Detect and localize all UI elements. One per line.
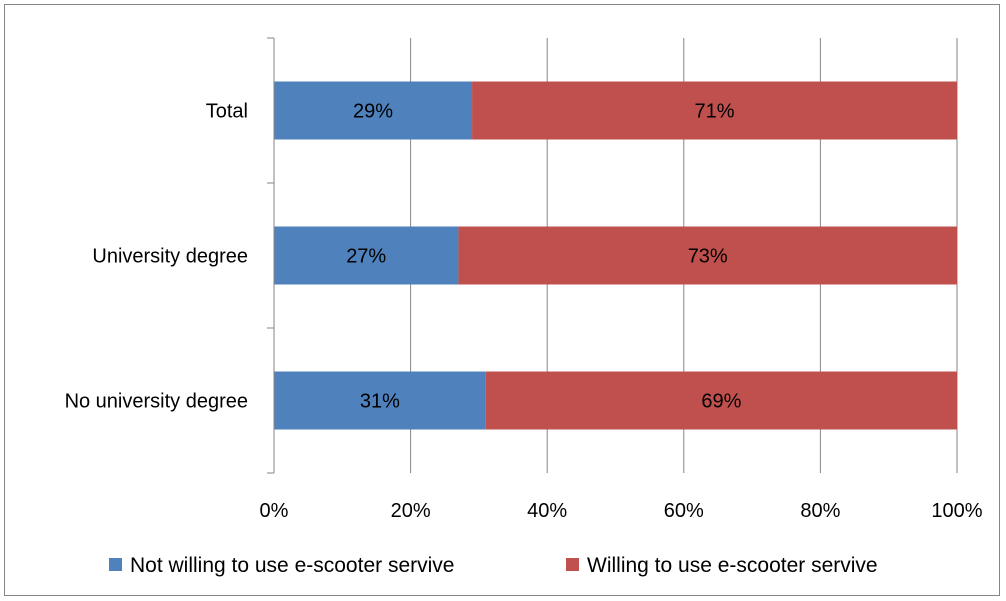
category-label: University degree: [92, 246, 248, 268]
data-label: 27%: [346, 246, 386, 268]
bar-segment: [274, 81, 473, 140]
axes: [267, 37, 275, 474]
data-label: 71%: [695, 101, 735, 123]
data-label: 29%: [353, 101, 393, 123]
legend-label: Not willing to use e-scooter servive: [130, 554, 454, 577]
bars: [274, 81, 957, 430]
data-label: 73%: [688, 246, 728, 268]
legend-swatch: [109, 558, 122, 571]
x-tick-label: 100%: [931, 500, 982, 522]
data-label: 31%: [360, 391, 400, 413]
bar-segment: [274, 371, 486, 430]
x-tick-label: 80%: [800, 500, 840, 522]
bar-segment: [274, 226, 459, 285]
legend-swatch: [566, 558, 579, 571]
bar-segment: [472, 81, 957, 140]
x-tick-label: 20%: [391, 500, 431, 522]
bar-segment: [458, 226, 957, 285]
category-label: Total: [206, 101, 248, 123]
data-label: 69%: [701, 391, 741, 413]
bar-segment: [485, 371, 957, 430]
category-label: No university degree: [65, 391, 248, 413]
legend: Not willing to use e-scooter servive Will…: [109, 554, 878, 577]
x-tick-label: 0%: [260, 500, 289, 522]
x-tick-label: 40%: [527, 500, 567, 522]
legend-label: Willing to use e-scooter servive: [587, 554, 878, 577]
x-tick-label: 60%: [664, 500, 704, 522]
labels: 0% 20% 40% 60% 80% 100% 29% 71% Total 27% 73% Unive…: [65, 101, 983, 523]
